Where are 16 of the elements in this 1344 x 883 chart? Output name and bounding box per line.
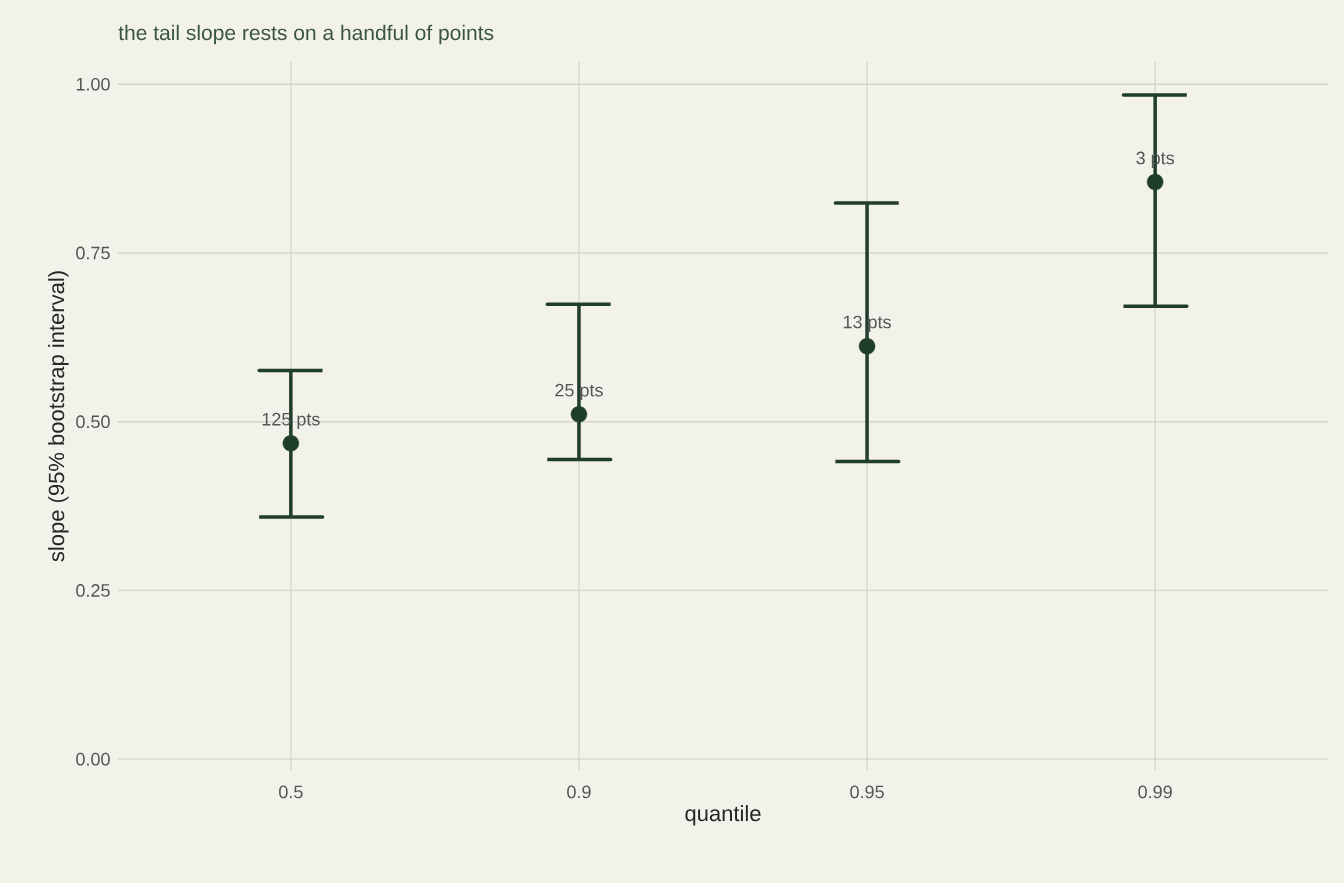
x-tick-label: 0.9 [567,785,591,799]
x-tick-label: 0.99 [1138,785,1172,799]
y-tick-label: 0.25 [76,584,110,597]
x-axis-title: quantile [685,805,761,826]
point [1146,173,1164,191]
y-tick-label: 0.00 [76,752,110,766]
y-axis-title: slope (95% bootstrap interval) [48,271,69,562]
point [282,435,300,452]
y-tick-label: 1.00 [76,77,110,91]
x-tick-label: 0.95 [850,785,884,799]
chart-title: the tail slope rests on a handful of points [118,24,494,45]
x-tick-label: 0.5 [279,785,303,799]
point [858,337,876,355]
y-tick-label: 0.75 [76,246,110,260]
point [570,406,588,423]
y-tick-label: 0.50 [76,415,110,429]
